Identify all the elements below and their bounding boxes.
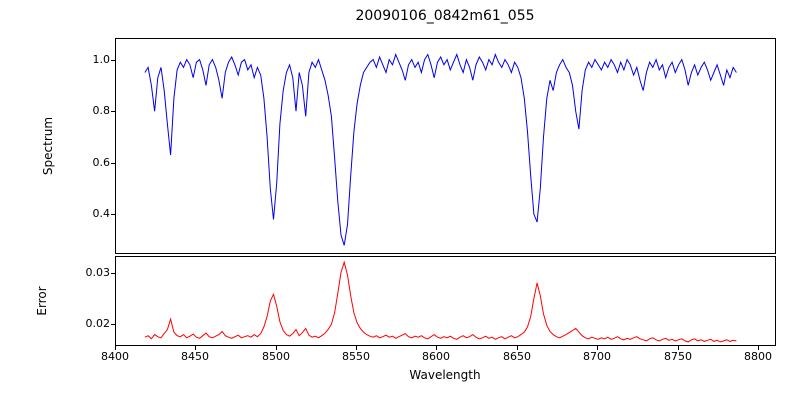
error-y-tick-label: 0.02 [85,317,111,330]
x-tick-label: 8800 [744,350,772,363]
error-y-tick-label: 0.03 [85,266,111,279]
x-tick-label: 8700 [583,350,611,363]
spectrum-plot-area [115,38,776,254]
spectrum-y-tick-label: 0.6 [92,156,111,169]
spectrum-y-tick-mark [111,60,115,61]
x-tick-label: 8750 [664,350,692,363]
x-tick-mark [678,346,679,350]
spectrum-y-axis-label: Spectrum [41,116,55,176]
spectrum-y-tick-label: 0.8 [92,104,111,117]
spectrum-y-tick-mark [111,163,115,164]
x-tick-mark [276,346,277,350]
error-plot-area [115,256,776,346]
spectrum-y-tick-label: 0.4 [92,207,111,220]
x-tick-label: 8450 [181,350,209,363]
x-tick-mark [195,346,196,350]
x-tick-mark [436,346,437,350]
error-y-tick-mark [111,324,115,325]
spectrum-y-tick-mark [111,214,115,215]
x-tick-mark [517,346,518,350]
x-tick-mark [758,346,759,350]
error-line [144,260,737,343]
x-tick-label: 8600 [422,350,450,363]
error-y-tick-mark [111,273,115,274]
x-tick-mark [597,346,598,350]
x-tick-label: 8650 [503,350,531,363]
x-tick-mark [115,346,116,350]
spectrum-y-tick-mark [111,111,115,112]
x-tick-label: 8400 [101,350,129,363]
error-y-axis-label: Error [35,286,49,316]
x-tick-mark [356,346,357,350]
spectrum-y-tick-label: 1.0 [92,53,111,66]
x-axis-label: Wavelength [409,368,481,382]
spectrum-svg [144,53,737,246]
chart-title: 20090106_0842m61_055 [355,8,535,24]
x-tick-label: 8500 [262,350,290,363]
spectrum-line [144,53,737,246]
x-tick-label: 8550 [342,350,370,363]
error-svg [144,260,737,343]
